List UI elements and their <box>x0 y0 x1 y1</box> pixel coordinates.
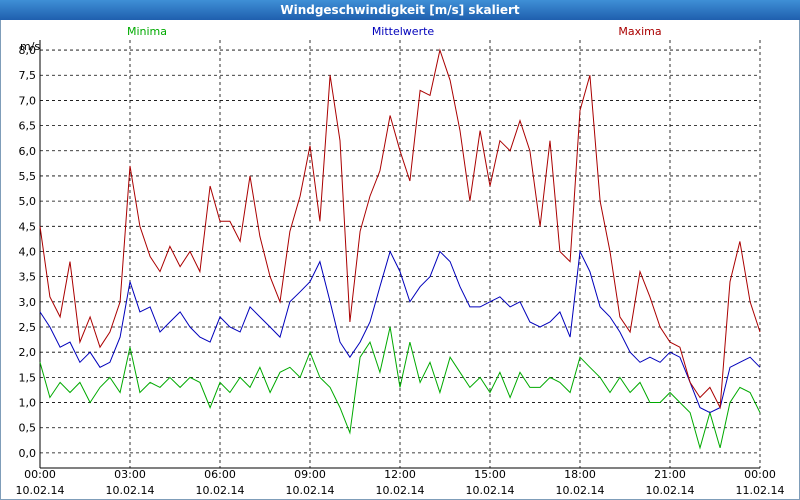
y-tick-label: 8,0 <box>19 44 37 57</box>
y-tick-label: 2,0 <box>19 346 37 359</box>
x-tick-time: 03:00 <box>114 468 146 481</box>
x-tick-date: 10.02.14 <box>16 484 65 497</box>
y-tick-label: 1,5 <box>19 371 37 384</box>
y-tick-label: 7,5 <box>19 69 37 82</box>
chart-grid <box>39 40 761 469</box>
y-tick-label: 7,0 <box>19 94 37 107</box>
series-line-mittelwerte <box>39 249 761 414</box>
chart-series <box>39 48 761 450</box>
y-tick-label: 6,5 <box>19 120 37 133</box>
y-tick-label: 4,5 <box>19 220 37 233</box>
x-tick-time: 18:00 <box>564 468 596 481</box>
x-tick-time: 21:00 <box>654 468 686 481</box>
x-tick-time: 00:00 <box>744 468 776 481</box>
x-tick-date: 10.02.14 <box>286 484 335 497</box>
x-tick-date: 10.02.14 <box>106 484 155 497</box>
x-tick-date: 10.02.14 <box>646 484 695 497</box>
y-tick-label: 2,5 <box>19 321 37 334</box>
series-line-minima <box>39 326 761 450</box>
y-tick-label: 0,0 <box>19 447 37 460</box>
x-tick-date: 11.02.14 <box>736 484 785 497</box>
x-tick-time: 09:00 <box>294 468 326 481</box>
y-tick-label: 5,0 <box>19 195 37 208</box>
y-tick-label: 4,0 <box>19 245 37 258</box>
x-tick-time: 12:00 <box>384 468 416 481</box>
chart-legend: Minima Mittelwerte Maxima <box>127 25 662 38</box>
y-tick-label: 1,0 <box>19 397 37 410</box>
x-tick-date: 10.02.14 <box>376 484 425 497</box>
y-tick-label: 0,5 <box>19 422 37 435</box>
x-tick-date: 10.02.14 <box>196 484 245 497</box>
legend-mittelwerte: Mittelwerte <box>372 25 435 38</box>
y-tick-label: 3,5 <box>19 271 37 284</box>
x-tick-time: 06:00 <box>204 468 236 481</box>
y-axis-ticks: 0,0 0,5 1,0 1,5 2,0 2,5 3,0 3,5 4,0 4,5 5,0 5,5 6,0 6… <box>19 44 37 460</box>
x-tick-date: 10.02.14 <box>466 484 515 497</box>
series-line-maxima <box>39 48 761 410</box>
x-tick-date: 10.02.14 <box>556 484 605 497</box>
x-axis-ticks: 00:00 10.02.14 03:00 10.02.14 06:00 10.02.14 0… <box>16 468 785 497</box>
wind-speed-chart: 0,0 0,5 1,0 1,5 2,0 2,5 3,0 3,5 4,0 4,5 5,0 5,5 6,0 6… <box>16 25 785 497</box>
window-title: Windgeschwindigkeit [m/s] skaliert <box>0 0 800 20</box>
legend-minima: Minima <box>127 25 167 38</box>
legend-maxima: Maxima <box>618 25 661 38</box>
x-tick-time: 15:00 <box>474 468 506 481</box>
y-tick-label: 3,0 <box>19 296 37 309</box>
y-axis-label: m/s <box>20 40 40 53</box>
y-tick-label: 6,0 <box>19 145 37 158</box>
x-tick-time: 00:00 <box>24 468 56 481</box>
y-tick-label: 5,5 <box>19 170 37 183</box>
